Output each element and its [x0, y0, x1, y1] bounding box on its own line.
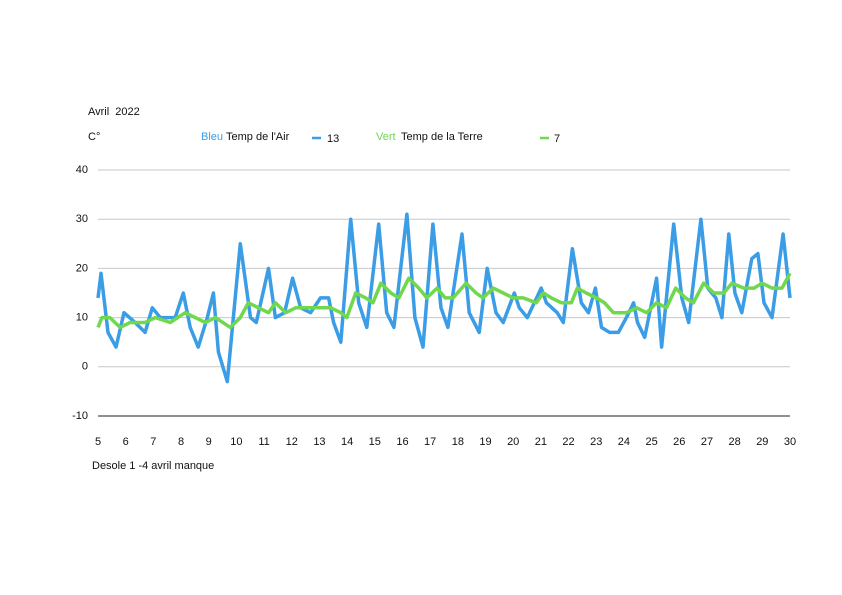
y-tick-label: -10 — [72, 410, 88, 422]
legend-color-name: Vert — [376, 131, 396, 143]
x-tick-label: 14 — [341, 436, 353, 448]
data-line — [96, 212, 792, 384]
x-tick-label: 6 — [123, 436, 129, 448]
x-tick-label: 19 — [479, 436, 491, 448]
x-tick-label: 11 — [258, 436, 269, 448]
legend-color-name: Bleu — [201, 131, 223, 143]
x-tick-label: 7 — [150, 436, 156, 448]
legend-label: 13 — [327, 133, 339, 145]
y-axis-label: C° — [88, 131, 100, 143]
x-tick-label: 21 — [535, 436, 547, 448]
x-tick-label: 22 — [562, 436, 574, 448]
y-tick-label: 10 — [76, 312, 88, 324]
x-tick-label: 24 — [618, 436, 630, 448]
legend-name: Temp de l'Air — [226, 131, 290, 143]
chart-title: Avril 2022 — [88, 106, 140, 118]
footnote: Desole 1 -4 avril manque — [92, 460, 214, 472]
x-tick-label: 15 — [369, 436, 381, 448]
legend-label: 7 — [554, 133, 560, 145]
x-tick-label: 16 — [396, 436, 408, 448]
x-tick-label: 12 — [286, 436, 298, 448]
x-tick-label: 27 — [701, 436, 713, 448]
y-tick-label: 40 — [76, 164, 88, 176]
x-tick-label: 9 — [206, 436, 212, 448]
x-tick-label: 10 — [230, 436, 242, 448]
x-tick-label: 29 — [756, 436, 768, 448]
x-tick-label: 30 — [784, 436, 796, 448]
y-tick-label: 20 — [76, 262, 88, 274]
x-tick-label: 25 — [645, 436, 657, 448]
x-tick-label: 5 — [95, 436, 101, 448]
x-tick-label: 18 — [452, 436, 464, 448]
x-tick-label: 17 — [424, 436, 436, 448]
data-line — [96, 272, 792, 330]
legend-name: Temp de la Terre — [401, 131, 483, 143]
y-tick-label: 0 — [82, 361, 88, 373]
x-tick-label: 8 — [178, 436, 184, 448]
x-tick-label: 20 — [507, 436, 519, 448]
x-tick-label: 23 — [590, 436, 602, 448]
x-tick-label: 28 — [729, 436, 741, 448]
y-tick-label: 30 — [76, 213, 88, 225]
x-tick-label: 26 — [673, 436, 685, 448]
x-tick-label: 13 — [313, 436, 325, 448]
